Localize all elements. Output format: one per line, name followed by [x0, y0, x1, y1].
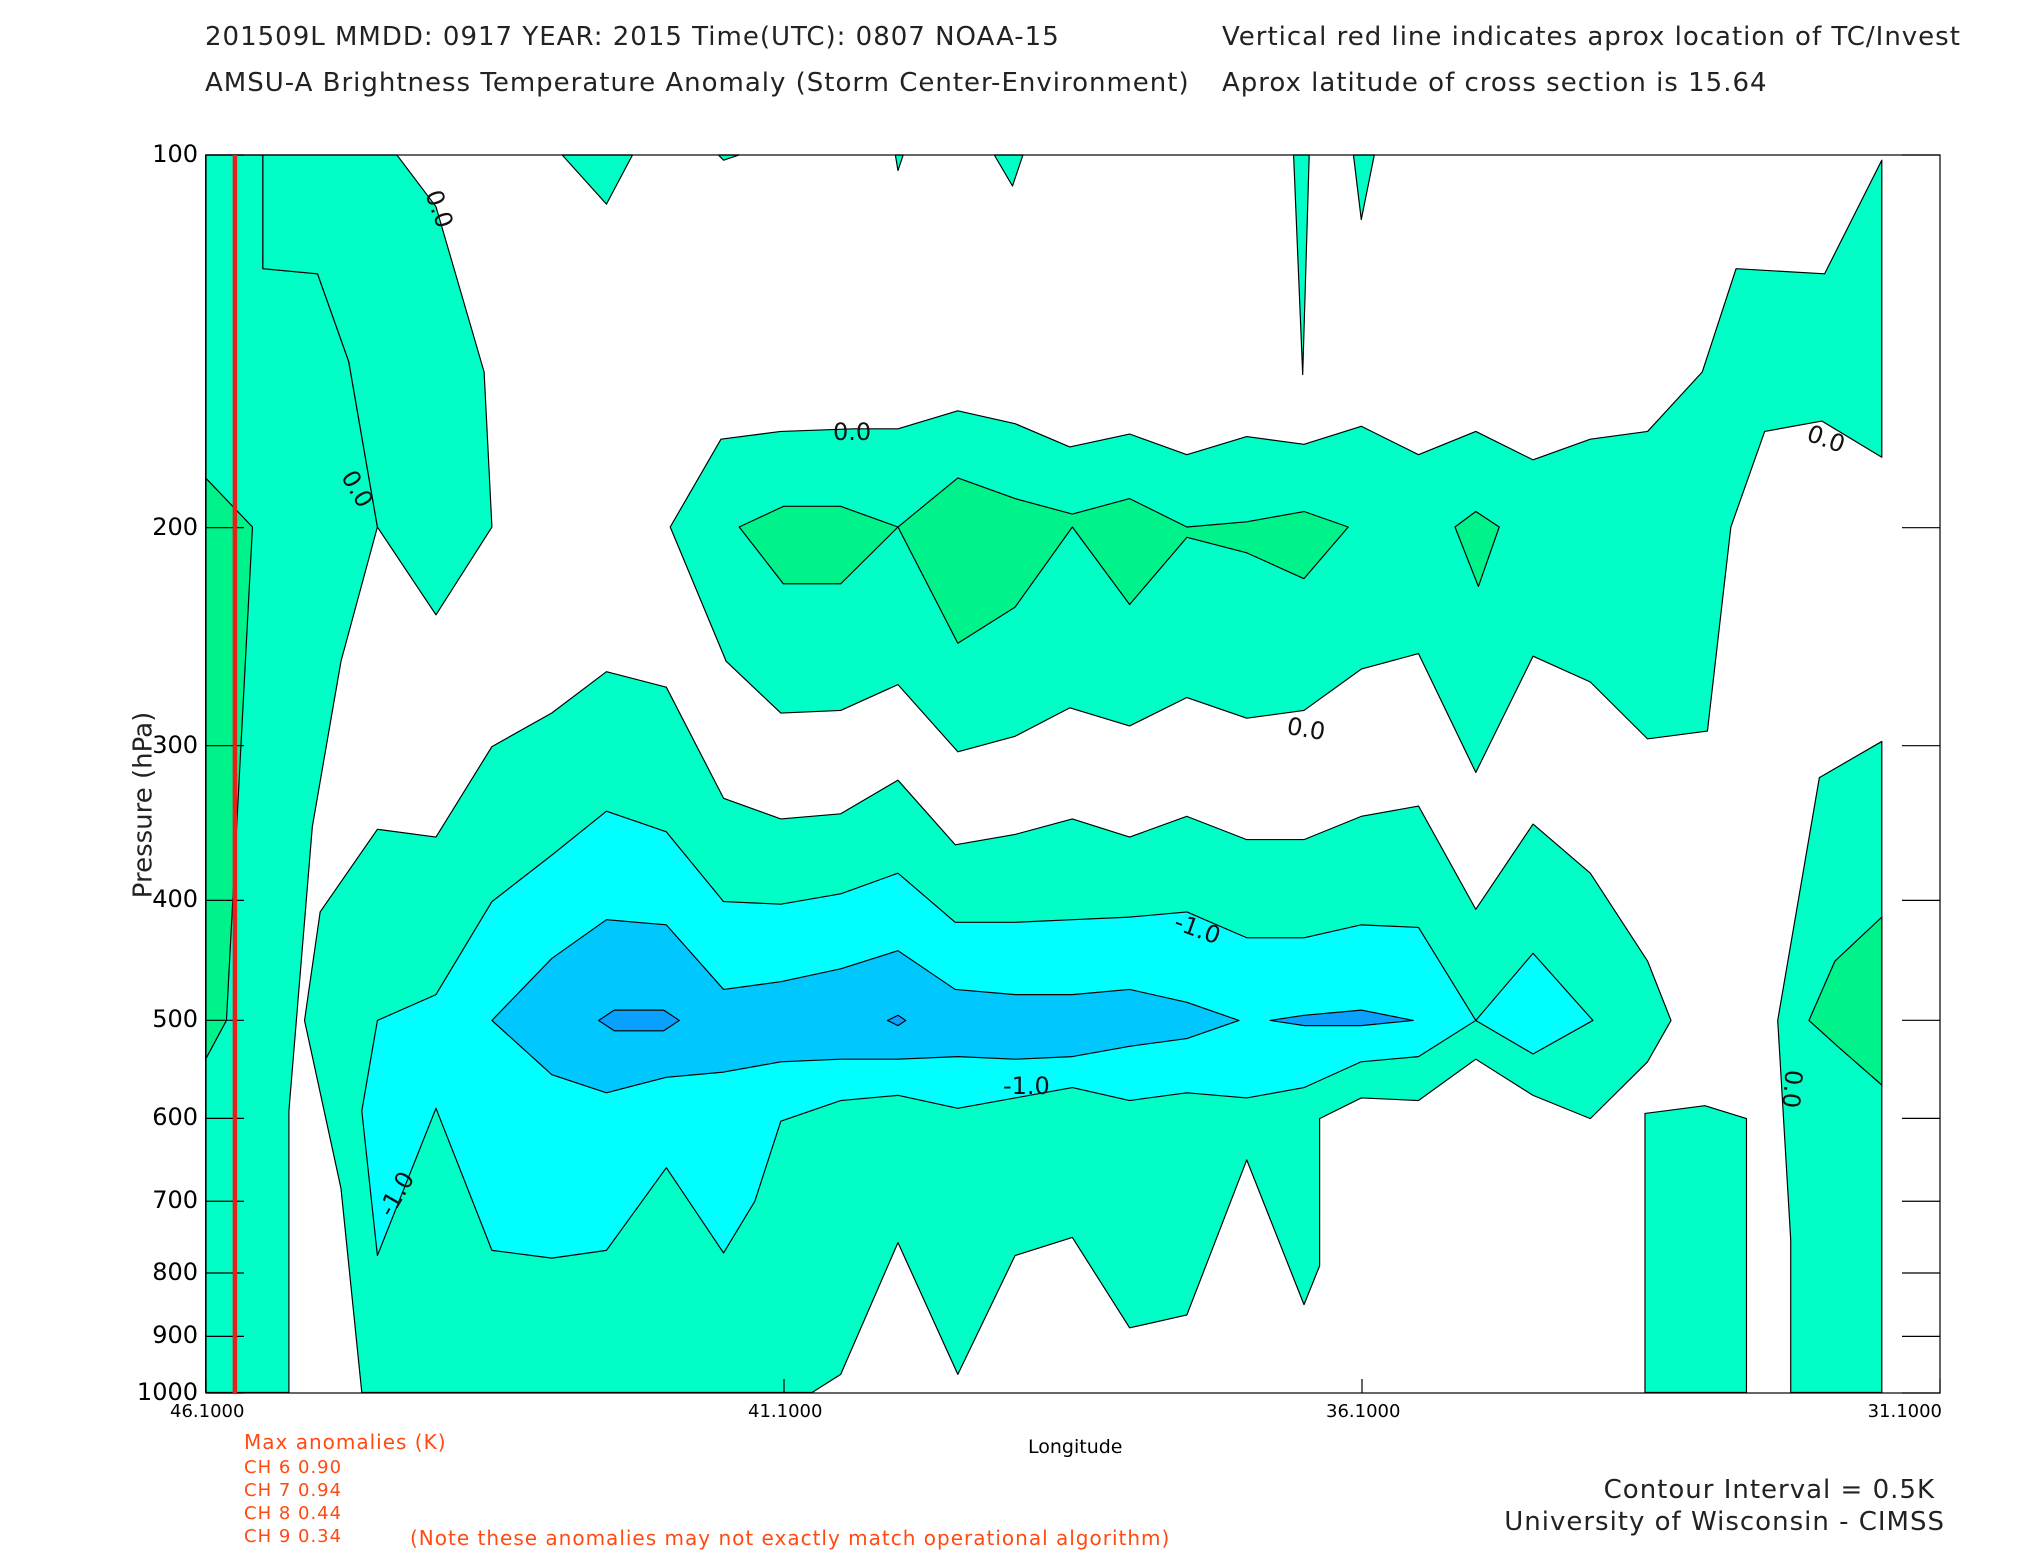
- y-tick-label: 900: [152, 1321, 198, 1350]
- contour-region: [717, 154, 740, 161]
- header-line1-left: 201509L MMDD: 0917 YEAR: 2015 Time(UTC):…: [205, 22, 1060, 52]
- contour-region: [1454, 510, 1500, 588]
- x-tick-label: 36.1000: [1326, 1401, 1401, 1422]
- max-anomalies-title: Max anomalies (K): [244, 1430, 447, 1454]
- contour-fills: [205, 154, 1883, 1394]
- x-tick-label: 41.1000: [748, 1401, 823, 1422]
- contour-region: [1808, 916, 1883, 1086]
- contour-region: [262, 154, 493, 616]
- y-tick-label: 400: [152, 885, 198, 914]
- contour-label: 0.0: [833, 418, 872, 446]
- header-line2-left: AMSU-A Brightness Temperature Anomaly (S…: [205, 68, 1190, 98]
- y-tick-label: 500: [152, 1005, 198, 1034]
- max-anomaly-row: CH 8 0.44: [244, 1503, 343, 1524]
- contour-region: [886, 1014, 907, 1027]
- contour-label: 0.0: [1776, 1068, 1808, 1110]
- y-tick-label: 800: [152, 1258, 198, 1287]
- x-axis-label: Longitude: [1028, 1436, 1123, 1458]
- contour-region: [491, 919, 1240, 1094]
- contour-label: -1.0: [1003, 1072, 1050, 1100]
- header-line1-right: Vertical red line indicates aprox locati…: [1222, 22, 1961, 52]
- y-tick-label: 300: [152, 730, 198, 759]
- y-tick-label: 1000: [136, 1378, 198, 1406]
- y-tick-label: 600: [152, 1103, 198, 1132]
- contour-interval: Contour Interval = 0.5K: [1603, 1475, 1935, 1505]
- credit-text: University of Wisconsin - CIMSS: [1504, 1507, 1945, 1537]
- chart-overlay: [205, 154, 1941, 1394]
- contour-region: [561, 154, 634, 205]
- contour-region: [669, 159, 1883, 774]
- max-anomaly-row: CH 9 0.34: [244, 1526, 343, 1547]
- header-line2-right: Aprox latitude of cross section is 15.64: [1222, 68, 1768, 98]
- contour-region: [1269, 1009, 1414, 1027]
- plot-frame: [205, 154, 1941, 1394]
- contour-region: [1352, 154, 1375, 221]
- contour-region: [1475, 952, 1594, 1055]
- contour-region: [897, 477, 1349, 644]
- contour-region: [1293, 154, 1310, 376]
- max-anomaly-row: CH 7 0.94: [244, 1480, 343, 1501]
- max-anomaly-row: CH 6 0.90: [244, 1457, 343, 1478]
- x-tick-label: 46.1000: [170, 1401, 245, 1422]
- anomalies-note: (Note these anomalies may not exactly ma…: [410, 1526, 1171, 1550]
- y-tick-label: 700: [152, 1186, 198, 1215]
- y-tick-label: 200: [152, 512, 198, 541]
- contour-region: [598, 1009, 680, 1032]
- contour-region: [894, 154, 904, 172]
- x-tick-label: 31.1000: [1867, 1401, 1942, 1422]
- y-tick-label: 100: [152, 140, 198, 168]
- contour-region: [1644, 1105, 1748, 1394]
- contour-region: [993, 154, 1024, 187]
